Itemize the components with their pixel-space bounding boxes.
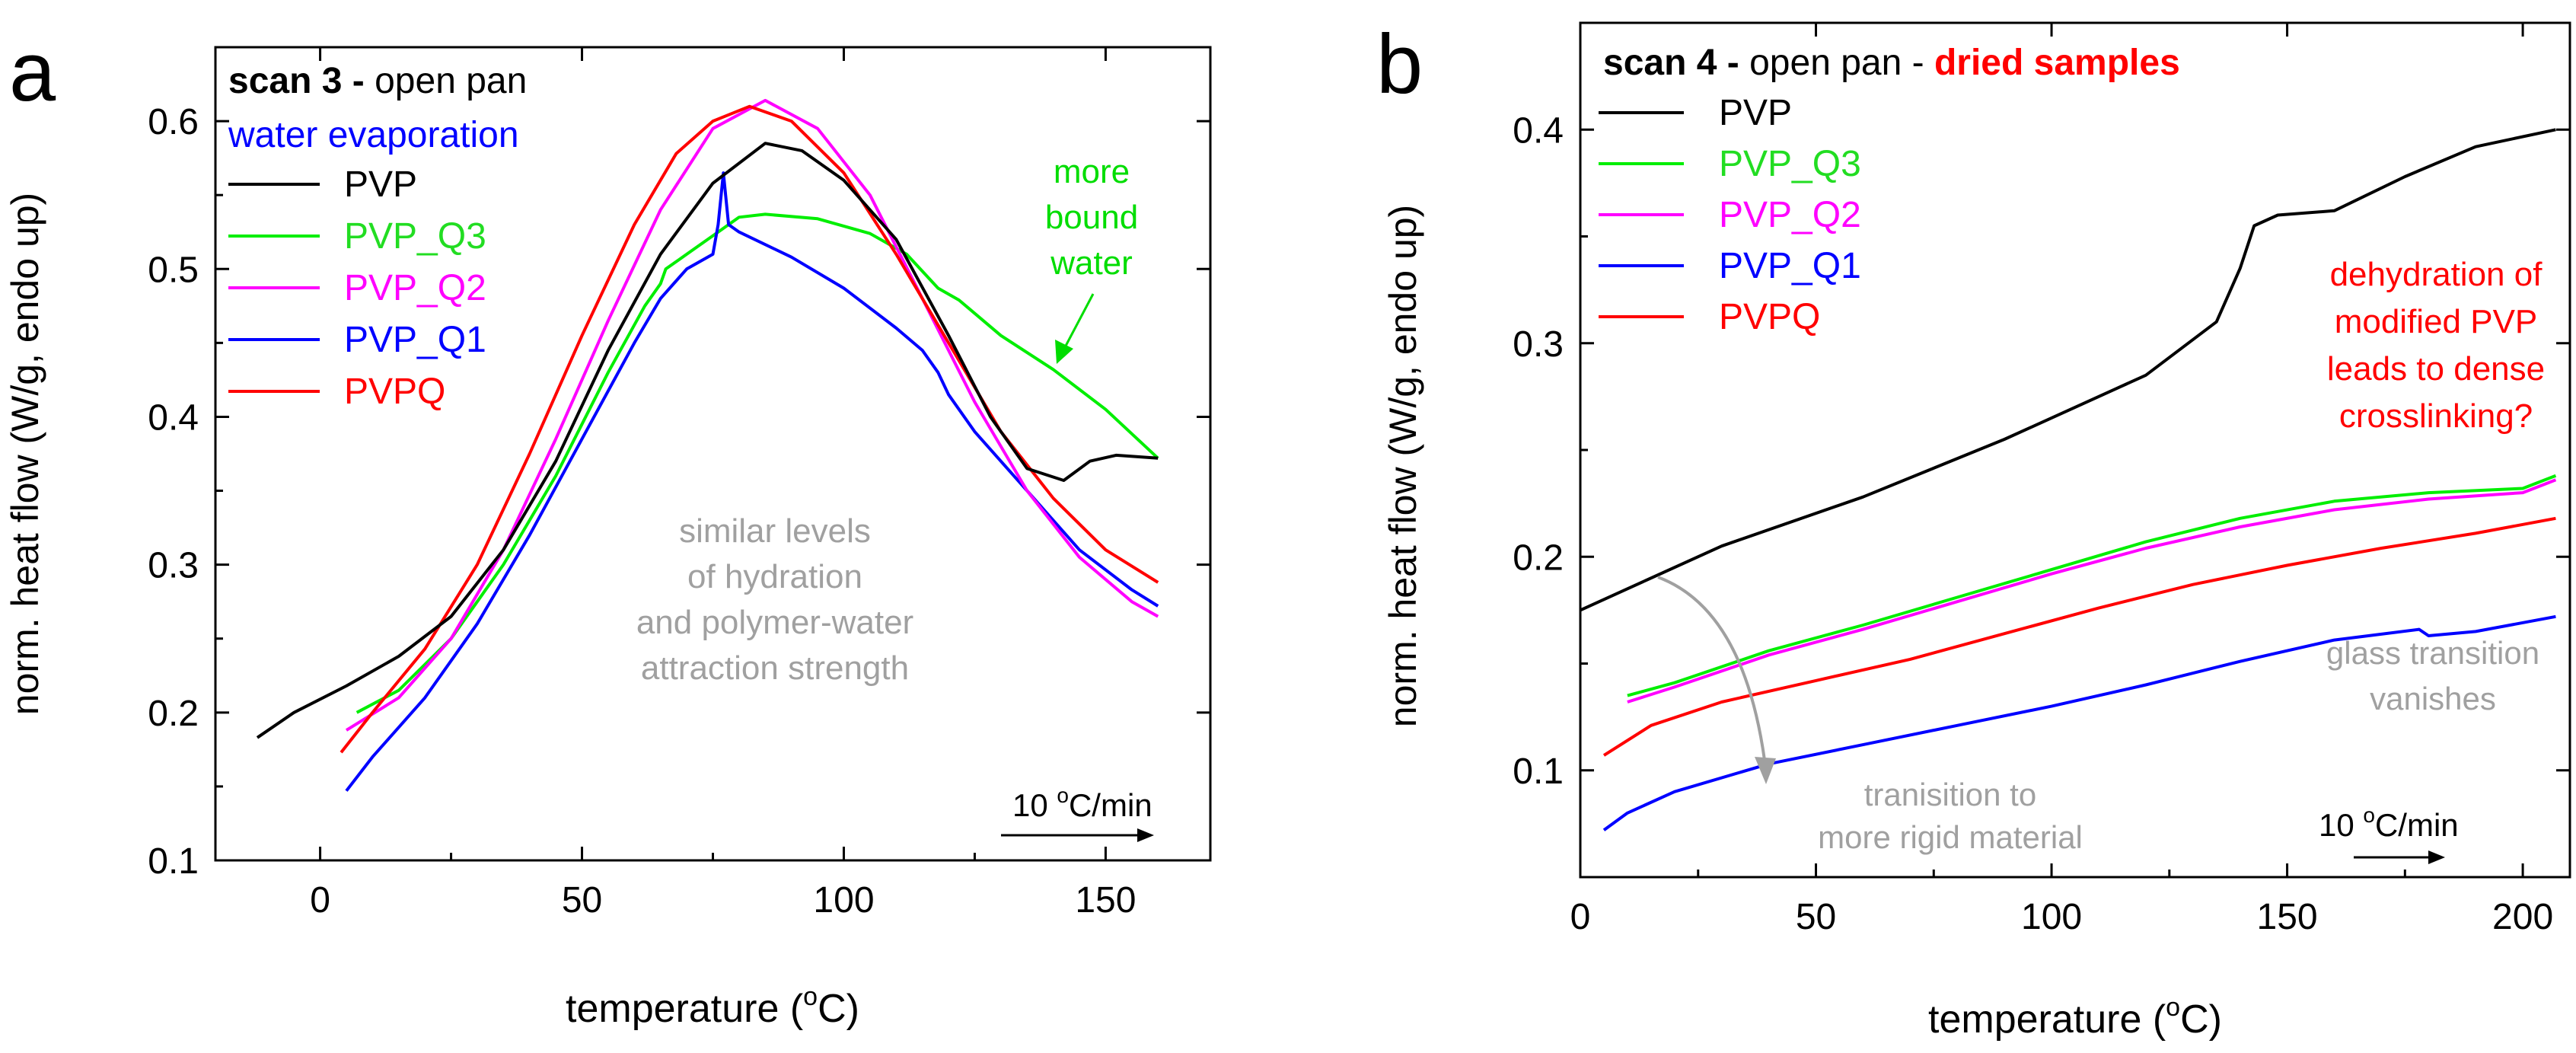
series-line-pvp-q1	[345, 171, 1159, 792]
series-line-pvp-q2	[1627, 478, 2557, 704]
axis-ticks-b: 0 50 100 150 200 0.1 0.2 0.3 0.4	[1513, 23, 2570, 937]
x-tick-label-a: 100	[813, 880, 874, 921]
annotation-dehydration: dehydration of modified PVP leads to dense…	[2327, 256, 2545, 435]
rate-label-a: 10 oC/min	[1012, 783, 1153, 823]
legend-label-pvpq: PVPQ	[1719, 297, 1820, 337]
annotation-bound-water: more bound water	[1045, 153, 1138, 282]
rate-arrowhead-a	[1137, 828, 1154, 842]
x-tick-label-b: 150	[2257, 897, 2318, 937]
subheading-a: water evaporation	[228, 115, 519, 155]
a-similar-line: similar levels	[679, 512, 871, 550]
annotation-glass-transition: glass transition vanishes	[2326, 635, 2539, 716]
legend-label-pvp-q3: PVP_Q3	[344, 216, 486, 257]
y-tick-label-a: 0.2	[148, 694, 199, 734]
y-tick-label-a: 0.5	[148, 250, 199, 290]
y-axis-label-a: norm. heat flow (W/g, endo up)	[4, 193, 46, 715]
x-tick-label-b: 50	[1796, 897, 1836, 937]
b-dehydration-line: dehydration of	[2330, 256, 2543, 293]
b-rigid-line: tranisition to	[1864, 777, 2036, 812]
series-line-pvp-q1	[1602, 614, 2556, 831]
heading-a-rest: open pan	[365, 61, 528, 101]
b-dehydration-line: modified PVP	[2335, 303, 2538, 340]
b-dehydration-line: crosslinking?	[2339, 397, 2533, 435]
x-axis-label-b: temperature (oC)	[1928, 993, 2222, 1042]
y-tick-label-a: 0.1	[148, 841, 199, 882]
series-line-pvp-q2	[345, 98, 1159, 732]
x-tick-label-b: 200	[2492, 897, 2553, 937]
heading-a-bold: scan 3 -	[228, 61, 365, 101]
y-tick-label-b: 0.1	[1513, 751, 1564, 792]
annotation-similar-levels: similar levels of hydration and polymer-wa…	[636, 512, 913, 687]
series-line-pvpq	[1602, 516, 2556, 757]
panel-label-a: a	[9, 25, 56, 119]
heading-a: scan 3 - open pan	[228, 61, 527, 101]
y-tick-label-b: 0.2	[1513, 538, 1564, 578]
legend-label-pvp-q2: PVP_Q2	[344, 268, 486, 308]
heading-b-highlight: dried samples	[1934, 43, 2180, 83]
a-bound-line: water	[1050, 244, 1133, 282]
a-similar-line: attraction strength	[641, 649, 909, 687]
series-group-a	[256, 98, 1159, 792]
heading-b-bold: scan 4 -	[1603, 43, 1739, 83]
a-similar-line: and polymer-water	[636, 604, 913, 641]
y-tick-label-b: 0.3	[1513, 324, 1564, 365]
legend-label-pvp-q3: PVP_Q3	[1719, 144, 1861, 184]
series-line-pvp	[256, 142, 1159, 739]
heading-b: scan 4 - open pan - dried samples	[1603, 43, 2180, 83]
series-line-pvp	[1580, 128, 2556, 612]
rate-arrowhead-b	[2428, 850, 2445, 864]
series-group-b	[1580, 128, 2557, 831]
arrowhead-bound-water	[1055, 340, 1073, 364]
panel-a: a 0 50 100 150 0.1 0.2 0.3 0.4 0.5 0.6 scan 3 - o…	[4, 25, 1212, 1031]
x-tick-label-b: 0	[1570, 897, 1591, 937]
a-bound-line: bound	[1045, 199, 1138, 236]
a-bound-line: more	[1054, 153, 1130, 190]
a-similar-line: of hydration	[687, 558, 862, 595]
legend-label-pvp: PVP	[344, 164, 417, 205]
legend-label-pvp-q2: PVP_Q2	[1719, 195, 1861, 235]
heading-b-rest: open pan -	[1739, 43, 1934, 83]
y-tick-label-a: 0.4	[148, 397, 199, 438]
legend-b: PVP PVP_Q3 PVP_Q2 PVP_Q1 PVPQ	[1599, 93, 1861, 337]
arrow-bound-water	[1063, 293, 1095, 349]
legend-label-pvp-q1: PVP_Q1	[344, 320, 486, 360]
x-tick-label-a: 150	[1075, 880, 1136, 921]
panel-label-b: b	[1376, 18, 1423, 111]
axis-ticks-a: 0 50 100 150 0.1 0.2 0.3 0.4 0.5 0.6	[148, 47, 1210, 921]
legend-label-pvp: PVP	[1719, 93, 1792, 133]
y-axis-label-b: norm. heat flow (W/g, endo up)	[1382, 205, 1424, 727]
legend-a: PVP PVP_Q3 PVP_Q2 PVP_Q1 PVPQ	[228, 164, 486, 412]
arrow-rigid-transition	[1657, 576, 1766, 761]
legend-label-pvp-q1: PVP_Q1	[1719, 246, 1861, 286]
x-tick-label-b: 100	[2021, 897, 2082, 937]
arrowhead-rigid-transition	[1755, 757, 1776, 784]
b-dehydration-line: leads to dense	[2327, 350, 2545, 388]
rate-label-b: 10 oC/min	[2319, 803, 2459, 843]
y-tick-label-b: 0.4	[1513, 110, 1564, 151]
x-axis-label-a: temperature (oC)	[566, 982, 859, 1031]
y-tick-label-a: 0.6	[148, 102, 199, 142]
annotation-rigid-material: tranisition to more rigid material	[1818, 777, 2083, 855]
y-tick-label-a: 0.3	[148, 546, 199, 586]
panel-b: b 0 50 100 150 200 0.1 0.2 0.3 0.4 scan 4 - open…	[1376, 18, 2571, 1042]
b-glass-line: vanishes	[2370, 681, 2496, 716]
x-tick-label-a: 0	[310, 880, 330, 921]
x-tick-label-a: 50	[562, 880, 602, 921]
b-glass-line: glass transition	[2326, 635, 2539, 671]
b-rigid-line: more rigid material	[1818, 819, 2083, 855]
series-line-pvp-q3	[1627, 474, 2557, 697]
legend-label-pvpq: PVPQ	[344, 372, 445, 412]
